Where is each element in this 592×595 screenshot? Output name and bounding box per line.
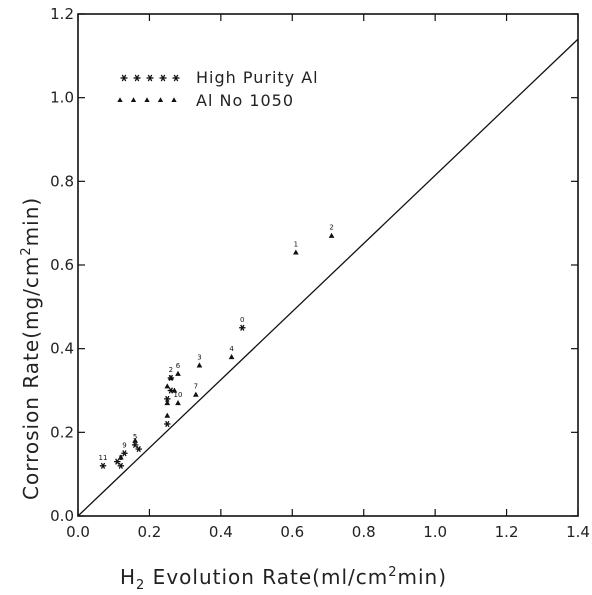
data-point-star bbox=[114, 458, 121, 465]
data-point-label: 1 bbox=[294, 240, 298, 248]
legend-star bbox=[146, 74, 154, 82]
data-point-triangle bbox=[164, 412, 171, 418]
data-point-star bbox=[239, 324, 246, 331]
x-axis-title: H2 Evolution Rate(ml/cm2min) bbox=[120, 565, 447, 593]
x-tick-label: 1.0 bbox=[423, 523, 447, 541]
data-point-triangle bbox=[228, 354, 235, 360]
data-point-label: 4 bbox=[229, 345, 234, 353]
y-tick-label: 0.6 bbox=[50, 256, 74, 274]
legend-triangle bbox=[144, 97, 150, 102]
x-tick-label: 0.6 bbox=[280, 523, 304, 541]
x-tick-label: 0.4 bbox=[209, 523, 233, 541]
y-tick-label: 0.2 bbox=[50, 423, 74, 441]
data-point-star bbox=[164, 420, 171, 428]
data-point-triangle bbox=[164, 383, 171, 389]
data-point-triangle bbox=[175, 400, 181, 406]
y-axis-title-end: min) bbox=[19, 197, 43, 247]
data-point-label: 7 bbox=[194, 383, 198, 391]
data-point-label: 9 bbox=[122, 441, 126, 449]
legend-label-high-purity: High Purity Al bbox=[196, 68, 319, 87]
x-tick-label: 1.2 bbox=[495, 523, 519, 541]
data-point-triangle bbox=[175, 370, 181, 376]
legend-star bbox=[133, 74, 141, 82]
legend-marker-high-purity bbox=[120, 74, 180, 82]
y-tick-label: 0.8 bbox=[50, 172, 74, 190]
y-axis-title: Corrosion Rate(mg/cm2min) bbox=[19, 197, 43, 500]
data-point-label: 3 bbox=[197, 353, 201, 361]
reference-line-group bbox=[77, 38, 579, 517]
data-point-label: 2 bbox=[169, 366, 173, 374]
data-point-label: 5 bbox=[133, 433, 137, 441]
data-point-triangle bbox=[118, 454, 124, 460]
data-point-star bbox=[164, 395, 171, 402]
data-point-triangle bbox=[293, 249, 299, 255]
x-axis-title-sub: 2 bbox=[136, 578, 145, 593]
legend-label-al-1050: Al No 1050 bbox=[196, 91, 294, 110]
data-point-triangle bbox=[328, 232, 335, 238]
data-point-triangle bbox=[132, 437, 138, 443]
data-point-star bbox=[99, 462, 107, 469]
legend-marker-al-1050 bbox=[117, 97, 177, 102]
y-axis-title-sup: 2 bbox=[19, 246, 34, 255]
y-tick-label: 0.4 bbox=[50, 340, 74, 358]
data-point-triangle bbox=[171, 387, 178, 393]
data-point-star bbox=[135, 445, 142, 453]
reference-line bbox=[77, 38, 579, 517]
data-point-triangle bbox=[193, 391, 199, 397]
data-point-star bbox=[131, 441, 139, 448]
data-point-star bbox=[117, 462, 125, 469]
data-point-triangle bbox=[168, 374, 174, 381]
x-tick-label: 0.8 bbox=[352, 523, 376, 541]
y-tick-label: 1.0 bbox=[50, 89, 74, 107]
plot-frame bbox=[77, 13, 579, 517]
data-points: 118950261073412 bbox=[99, 224, 335, 469]
x-axis-title-sup: 2 bbox=[388, 565, 397, 580]
legend-triangle bbox=[171, 97, 177, 102]
x-axis-title-end: min) bbox=[398, 565, 448, 589]
x-tick-label: 0.0 bbox=[66, 523, 90, 541]
legend-star bbox=[172, 74, 180, 82]
y-tick-label: 0.0 bbox=[50, 507, 74, 525]
x-axis-title-rest: Evolution Rate(ml/cm bbox=[145, 565, 388, 589]
data-point-label: 2 bbox=[329, 224, 333, 232]
y-tick-label: 1.2 bbox=[50, 5, 74, 23]
legend-triangle bbox=[157, 97, 164, 102]
data-point-triangle bbox=[164, 400, 171, 406]
legend-triangle bbox=[130, 97, 137, 102]
legend-triangle bbox=[117, 97, 123, 102]
data-point-label: 6 bbox=[176, 362, 181, 370]
ticks: 0.0 0.2 0.4 0.6 0.8 1.0 1.2 1.4 0.0 0.2 0.4 0.6 0.8 1… bbox=[50, 5, 590, 541]
legend: High Purity Al Al No 1050 bbox=[117, 68, 318, 110]
data-point-label: 0 bbox=[240, 316, 244, 324]
x-tick-label: 0.2 bbox=[137, 523, 161, 541]
legend-star bbox=[159, 74, 167, 82]
data-point-star bbox=[121, 450, 128, 457]
legend-star bbox=[120, 74, 128, 82]
data-point-label: 11 bbox=[99, 454, 108, 462]
data-point-label: 10 bbox=[174, 391, 183, 399]
data-point-triangle bbox=[196, 362, 203, 368]
x-tick-label: 1.4 bbox=[566, 523, 590, 541]
